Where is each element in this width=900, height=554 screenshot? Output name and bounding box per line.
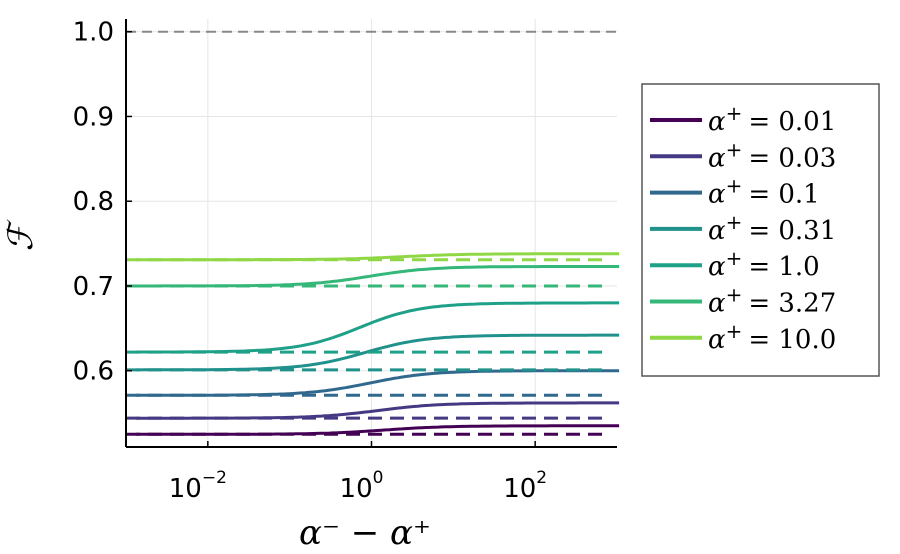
plot-area	[126, 30, 620, 436]
legend-label: α+ = 0.31	[708, 210, 836, 246]
x-tick-label: 10−2	[169, 468, 227, 504]
y-ticks: 0.6 0.7 0.8 0.9 1.0	[73, 18, 132, 387]
y-tick-label: 1.0	[73, 18, 114, 48]
series-line	[136, 369, 620, 397]
x-tick-exponent: 2	[536, 468, 547, 488]
legend-label: α+ = 1.0	[708, 246, 820, 282]
y-tick-label: 0.6	[73, 357, 114, 387]
legend: α+ = 0.01α+ = 0.03α+ = 0.1α+ = 0.31α+ = 1.0α+…	[641, 83, 880, 377]
series-line	[136, 301, 620, 354]
y-tick-label: 0.8	[73, 187, 114, 217]
x-tick-base: 10	[503, 474, 536, 504]
x-axis-label: α⁻ − α⁺	[299, 513, 431, 553]
series-line	[136, 333, 620, 372]
series-line	[136, 401, 620, 420]
series-line	[136, 252, 620, 262]
x-tick-base: 10	[169, 474, 202, 504]
legend-label: α+ = 3.27	[708, 283, 836, 319]
x-tick-base: 10	[340, 474, 373, 504]
x-tick-exponent: −2	[202, 468, 227, 488]
legend-label: α+ = 10.0	[708, 319, 836, 355]
legend-label: α+ = 0.03	[708, 137, 836, 173]
legend-label: α+ = 0.1	[708, 174, 820, 210]
series-line	[136, 424, 620, 436]
y-axis-label: ℱ	[1, 218, 41, 251]
y-tick-label: 0.9	[73, 102, 114, 132]
legend-label: α+ = 0.01	[708, 101, 836, 137]
x-tick-label: 102	[503, 468, 547, 504]
y-tick-label: 0.7	[73, 272, 114, 302]
x-ticks: 10−2 100 102	[169, 441, 547, 504]
x-tick-label: 100	[340, 468, 384, 504]
x-tick-exponent: 0	[373, 468, 384, 488]
series-line	[136, 265, 620, 288]
